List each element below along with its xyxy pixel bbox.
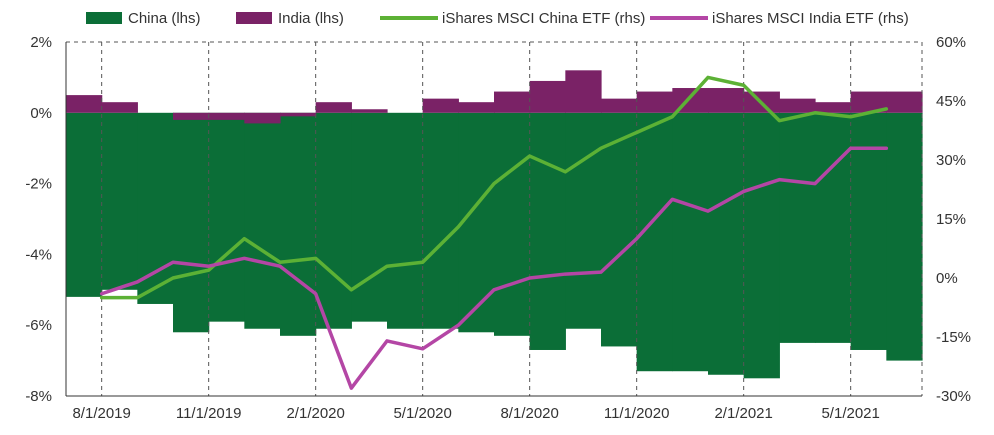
china-bar: [387, 112, 424, 329]
x-tick-label: 5/1/2021: [821, 405, 879, 422]
grid-layer: [66, 41, 923, 396]
india-bar: [708, 88, 745, 113]
x-tick-label: 8/1/2020: [500, 405, 558, 422]
india-bar: [422, 98, 459, 113]
india-bar: [244, 112, 281, 124]
lines-layer: [99, 75, 889, 390]
india-bar: [280, 112, 317, 117]
right-tick-label: 0%: [936, 270, 958, 287]
right-tick-label: 45%: [936, 93, 966, 110]
china-bar: [529, 112, 566, 350]
left-tick-label: -4%: [25, 246, 52, 263]
x-tick-label: 5/1/2020: [393, 405, 451, 422]
china-bar: [351, 112, 388, 322]
legend-label: iShares MSCI China ETF (rhs): [442, 10, 645, 27]
india-bar: [636, 91, 673, 113]
legend: China (lhs) India (lhs) iShares MSCI China…: [86, 10, 909, 27]
legend-swatch: [236, 12, 272, 24]
x-tick-label: 2/1/2020: [286, 405, 344, 422]
china-bar: [601, 112, 638, 347]
china-bar: [494, 112, 531, 336]
x-tick-label: 2/1/2021: [714, 405, 772, 422]
left-tick-label: -2%: [25, 176, 52, 193]
china-bar: [779, 112, 816, 343]
china-bar: [565, 112, 602, 329]
china-bar: [244, 112, 281, 329]
india-bar: [494, 91, 531, 113]
india-bar: [458, 102, 495, 113]
left-tick-label: 0%: [30, 105, 52, 122]
china-bar: [886, 112, 923, 361]
right-tick-label: 30%: [936, 152, 966, 169]
china-bar: [672, 112, 709, 372]
left-tick-label: 2%: [30, 34, 52, 51]
legend-label: iShares MSCI India ETF (rhs): [712, 10, 909, 27]
bars-layer: [66, 70, 923, 379]
legend-label: China (lhs): [128, 10, 201, 27]
x-tick-label: 11/1/2020: [604, 405, 670, 422]
china-bar: [743, 112, 780, 379]
right-tick-label: 60%: [936, 34, 966, 51]
china-bar: [208, 112, 245, 322]
axis-layer: 2% 0% -2% -4% -6% -8% 60% 45% 30% 15% 0% -15% -30% 8/…: [25, 34, 971, 422]
india-bar: [66, 95, 103, 113]
legend-label: India (lhs): [278, 10, 344, 27]
india-bar: [886, 91, 923, 113]
india-etf-line: [99, 146, 889, 390]
china-bar: [101, 112, 138, 290]
x-tick-label: 8/1/2019: [72, 405, 130, 422]
china-bar: [173, 112, 210, 333]
china-bar: [137, 112, 174, 304]
china-etf-line: [99, 75, 889, 300]
china-bar: [422, 112, 459, 329]
china-bar: [850, 112, 887, 350]
india-bar: [850, 91, 887, 113]
x-tick-label: 11/1/2019: [176, 405, 242, 422]
china-bar: [708, 112, 745, 375]
china-bar: [315, 112, 352, 329]
left-tick-label: -6%: [25, 317, 52, 334]
left-tick-label: -8%: [25, 388, 52, 405]
china-bar: [280, 112, 317, 336]
india-bar: [351, 109, 388, 113]
right-tick-label: -15%: [936, 329, 971, 346]
india-bar: [815, 102, 852, 113]
right-tick-label: 15%: [936, 211, 966, 228]
india-bar: [601, 98, 638, 113]
right-tick-label: -30%: [936, 388, 971, 405]
india-bar: [315, 102, 352, 113]
india-bar: [529, 80, 566, 113]
india-bar: [173, 112, 210, 120]
china-bar: [815, 112, 852, 343]
india-bar: [565, 70, 602, 113]
china-bar: [66, 112, 103, 297]
india-bar: [208, 112, 245, 120]
india-bar: [101, 102, 138, 113]
legend-swatch: [86, 12, 122, 24]
india-bar: [779, 98, 816, 113]
china-bar: [636, 112, 673, 372]
